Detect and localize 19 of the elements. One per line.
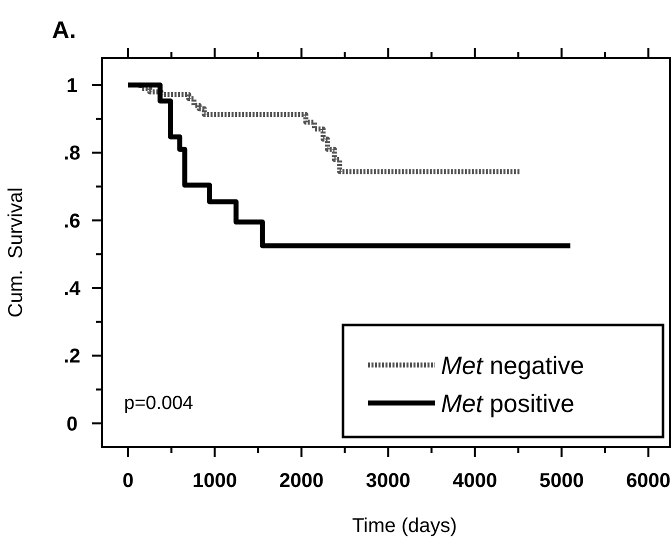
x-tick-label: 2000 (279, 470, 324, 492)
y-tick-label: .2 (64, 346, 80, 368)
chart-title: A. (52, 17, 76, 44)
x-axis-title: Time (days) (352, 515, 457, 537)
legend-label: Met positive (441, 390, 574, 418)
y-tick-label: 0 (66, 413, 78, 436)
y-tick-label: 1 (66, 75, 78, 98)
y-axis-title: Cum. Survival (5, 187, 27, 318)
x-tick-label: 0 (122, 470, 134, 492)
legend-label: Met negative (441, 352, 584, 380)
annotation: p=0.004 (124, 393, 194, 414)
x-tick-label: 1000 (192, 470, 237, 492)
y-tick-label: .6 (64, 210, 80, 232)
y-tick-label: .8 (64, 142, 80, 165)
x-tick-label: 6000 (626, 470, 671, 492)
x-tick-label: 3000 (366, 470, 410, 492)
x-tick-label: 5000 (539, 470, 584, 492)
y-tick-label: .4 (64, 278, 82, 300)
x-tick-label: 4000 (452, 470, 498, 492)
